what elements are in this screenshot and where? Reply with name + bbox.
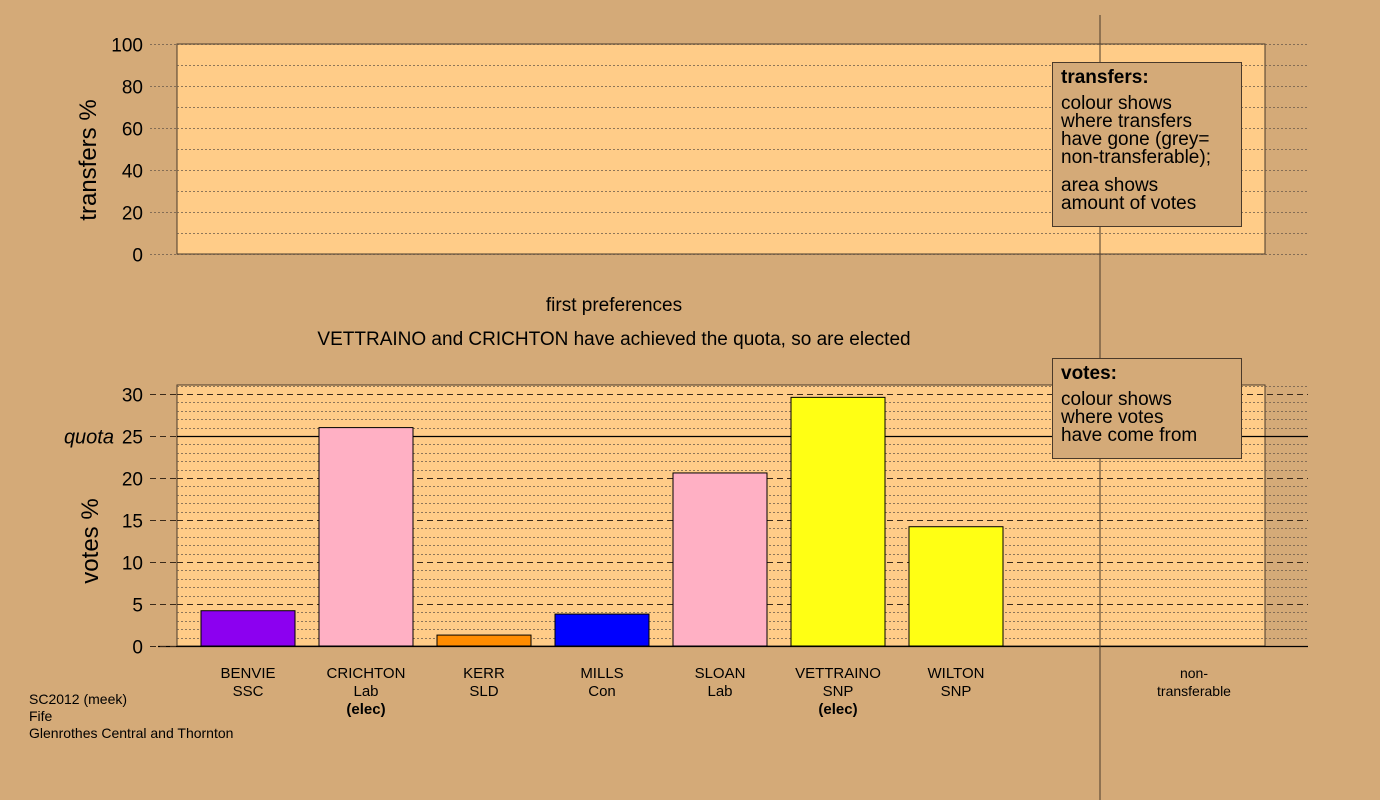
candidate-labels: BENVIESSCCRICHTONLab(elec)KERRSLDMILLSCo… (220, 665, 984, 718)
candidate-party: Lab (353, 683, 378, 700)
transfers-tick-label: 60 (122, 120, 143, 141)
votes-tick-label: 0 (132, 638, 143, 659)
candidate-name: KERR (463, 665, 505, 682)
legend-line: non-transferable); (1061, 147, 1211, 168)
transfers-legend-paragraph-2: area shows amount of votes (1061, 175, 1233, 214)
candidate-name: MILLS (580, 665, 623, 682)
candidate-party: SSC (233, 683, 264, 700)
votes-tick-label: 30 (122, 386, 143, 407)
candidate-party: SNP (941, 683, 972, 700)
candidate-party: Lab (707, 683, 732, 700)
transfers-legend-title: transfers: (1061, 67, 1149, 88)
bar-crichton (318, 427, 414, 647)
transfers-tick-label: 40 (122, 162, 143, 183)
bar-wilton (908, 526, 1004, 647)
transfers-gridlines (177, 44, 1308, 255)
candidate-name: SLOAN (695, 665, 746, 682)
non-transferable-label-line2: transferable (1157, 683, 1231, 699)
transfers-y-ticks: 0 20 40 60 80 100 (111, 36, 177, 267)
footer-council: Fife (29, 708, 53, 724)
votes-legend-paragraph-1: colour shows where votes have come from (1061, 389, 1233, 446)
footer-election: SC2012 (meek) (29, 691, 128, 707)
elected-marker: (elec) (818, 701, 857, 718)
votes-tick-label: 5 (132, 596, 143, 617)
footer-ward: Glenrothes Central and Thornton (29, 725, 234, 741)
bar-mills (554, 613, 650, 647)
candidate-name: VETTRAINO (795, 665, 881, 682)
votes-y-ticks: 0 5 10 15 20 25 30 (122, 386, 177, 659)
bar-kerr (436, 634, 532, 647)
footer: SC2012 (meek) Fife Glenrothes Central an… (29, 691, 233, 742)
transfers-legend: transfers: colour shows where transfers … (1052, 62, 1242, 227)
votes-tick-label: 10 (122, 554, 143, 575)
candidate-party: Con (588, 683, 616, 700)
votes-legend: votes: colour shows where votes have com… (1052, 358, 1242, 459)
chart-subtitle: VETTRAINO and CRICHTON have achieved the… (317, 329, 910, 350)
bar-sloan (672, 472, 768, 647)
votes-tick-label: 15 (122, 512, 143, 533)
bar-benvie (200, 610, 296, 647)
candidate-name: WILTON (928, 665, 985, 682)
quota-label: quota (64, 427, 114, 449)
transfers-tick-label: 100 (111, 36, 143, 57)
bar-vettraino (790, 396, 886, 647)
legend-line: have gone (grey= (1061, 129, 1210, 150)
transfers-legend-paragraph-1: colour shows where transfers have gone (… (1061, 93, 1233, 168)
legend-line: colour shows (1061, 389, 1172, 410)
candidate-party: SNP (823, 683, 854, 700)
legend-line: area shows (1061, 175, 1159, 196)
transfers-tick-label: 80 (122, 78, 143, 99)
votes-tick-label: 25 (122, 428, 143, 449)
votes-legend-title: votes: (1061, 363, 1117, 384)
non-transferable-label-line1: non- (1180, 665, 1208, 681)
transfers-tick-label: 20 (122, 204, 143, 225)
transfers-tick-label: 0 (132, 246, 143, 267)
transfers-y-axis-label: transfers % (75, 99, 102, 220)
elected-marker: (elec) (346, 701, 385, 718)
vote-bars (200, 396, 1004, 647)
candidate-name: BENVIE (220, 665, 275, 682)
votes-tick-label: 20 (122, 470, 143, 491)
votes-y-axis-label: votes % (77, 498, 104, 583)
candidate-party: SLD (469, 683, 498, 700)
chart-title: first preferences (546, 295, 682, 316)
legend-line: colour shows (1061, 93, 1172, 114)
legend-line: have come from (1061, 425, 1198, 446)
legend-line: where transfers (1061, 111, 1192, 132)
candidate-name: CRICHTON (327, 665, 406, 682)
legend-line: where votes (1061, 407, 1164, 428)
legend-line: amount of votes (1061, 193, 1197, 214)
